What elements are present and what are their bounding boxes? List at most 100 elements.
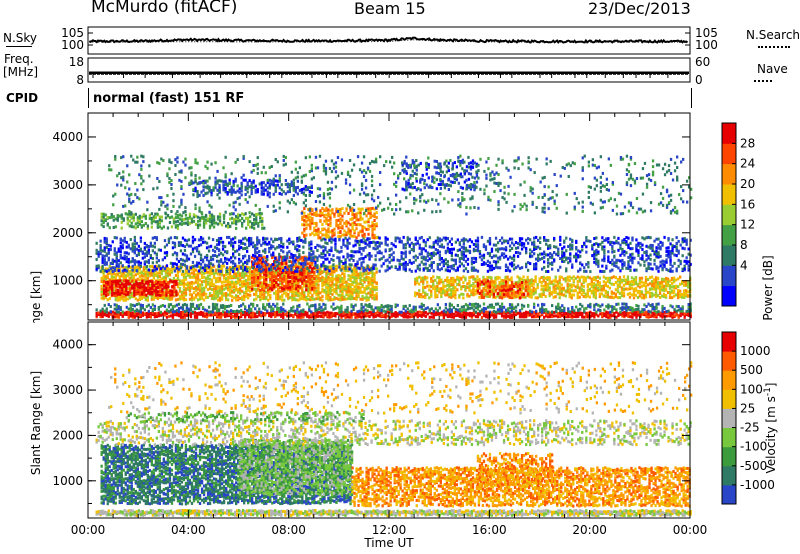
heatmap-cell	[264, 248, 267, 252]
heatmap-cell	[161, 281, 164, 284]
heatmap-cell	[586, 285, 590, 289]
heatmap-cell	[299, 292, 302, 296]
heatmap-cell	[103, 248, 106, 252]
heatmap-cell	[301, 291, 304, 295]
heatmap-cell	[198, 297, 202, 301]
heatmap-cell	[510, 303, 514, 307]
power-heatmap-cells	[95, 154, 693, 319]
heatmap-cell	[279, 269, 282, 272]
heatmap-cell	[430, 289, 433, 293]
heatmap-cell	[252, 304, 255, 308]
heatmap-cell	[144, 276, 148, 280]
heatmap-cell	[128, 272, 131, 276]
heatmap-cell	[490, 284, 493, 288]
heatmap-cell	[119, 256, 122, 260]
heatmap-cell	[633, 311, 636, 314]
heatmap-cell	[294, 269, 297, 273]
heatmap-cell	[502, 281, 505, 285]
heatmap-cell	[255, 293, 258, 297]
heatmap-cell	[282, 258, 285, 262]
heatmap-cell	[390, 310, 393, 313]
heatmap-cell	[371, 281, 374, 284]
heatmap-cell	[221, 247, 225, 251]
heatmap-cell	[107, 303, 110, 307]
heatmap-cell	[643, 313, 646, 317]
heatmap-cell	[464, 285, 467, 288]
heatmap-cell	[226, 257, 229, 261]
heatmap-cell	[311, 260, 314, 264]
heatmap-cell	[121, 243, 124, 247]
heatmap-cell	[102, 296, 105, 300]
heatmap-cell	[334, 306, 337, 310]
heatmap-cell	[202, 291, 206, 295]
heatmap-cell	[472, 287, 475, 291]
heatmap-cell	[651, 303, 654, 307]
heatmap-cell	[313, 280, 316, 284]
heatmap-cell	[518, 283, 522, 287]
heatmap-cell	[159, 310, 163, 314]
heatmap-cell	[327, 296, 330, 300]
heatmap-cell	[237, 278, 240, 282]
heatmap-cell	[95, 311, 98, 315]
heatmap-cell	[109, 261, 112, 265]
heatmap-cell	[539, 314, 542, 318]
heatmap-cell	[135, 292, 138, 296]
heatmap-cell	[249, 270, 252, 274]
heatmap-cell	[341, 266, 344, 270]
heatmap-cell	[117, 279, 120, 283]
heatmap-cell	[298, 310, 301, 314]
heatmap-cell	[500, 285, 504, 288]
heatmap-cell	[285, 291, 288, 295]
heatmap-cell	[613, 312, 616, 315]
heatmap-cell	[508, 295, 512, 299]
heatmap-cell	[201, 266, 205, 270]
heatmap-cell	[167, 310, 171, 314]
heatmap-cell	[235, 294, 238, 298]
heatmap-cell	[543, 308, 546, 312]
heatmap-cell	[129, 287, 132, 291]
heatmap-cell	[286, 314, 289, 318]
heatmap-cell	[119, 283, 122, 287]
heatmap-cell	[274, 260, 277, 264]
heatmap-cell	[313, 277, 316, 280]
heatmap-cell	[240, 311, 243, 315]
heatmap-cell	[183, 303, 187, 306]
heatmap-cell	[279, 286, 282, 289]
heatmap-cell	[125, 305, 128, 309]
heatmap-cell	[183, 249, 187, 252]
heatmap-cell	[128, 276, 131, 280]
heatmap-cell	[227, 280, 230, 284]
heatmap-cell	[586, 283, 590, 287]
heatmap-cell	[292, 314, 295, 318]
heatmap-cell	[526, 282, 529, 286]
heatmap-cell	[484, 307, 488, 311]
heatmap-cell	[264, 312, 267, 316]
heatmap-cell	[115, 256, 118, 260]
heatmap-cell	[237, 290, 240, 294]
heatmap-cell	[229, 282, 232, 286]
heatmap-cell	[474, 292, 477, 296]
heatmap-cell	[155, 236, 159, 240]
heatmap-cell	[132, 278, 135, 282]
heatmap-cell	[235, 298, 238, 302]
heatmap-cell	[238, 261, 241, 265]
heatmap-cell	[150, 265, 154, 268]
heatmap-cell	[131, 242, 134, 246]
heatmap-cell	[296, 244, 299, 248]
heatmap-cell	[136, 265, 140, 269]
heatmap-cell	[106, 284, 109, 288]
heatmap-cell	[156, 297, 160, 301]
heatmap-cell	[131, 315, 134, 319]
heatmap-cell	[632, 287, 636, 291]
heatmap-cell	[611, 305, 614, 309]
heatmap-cell	[164, 278, 168, 282]
heatmap-cell	[375, 292, 378, 296]
heatmap-cell	[342, 311, 345, 315]
heatmap-cell	[267, 291, 270, 295]
heatmap-cell	[462, 305, 466, 309]
heatmap-cell	[650, 280, 654, 284]
heatmap-cell	[554, 275, 557, 279]
heatmap-cell	[248, 239, 251, 243]
heatmap-cell	[260, 310, 263, 314]
heatmap-cell	[300, 309, 303, 313]
